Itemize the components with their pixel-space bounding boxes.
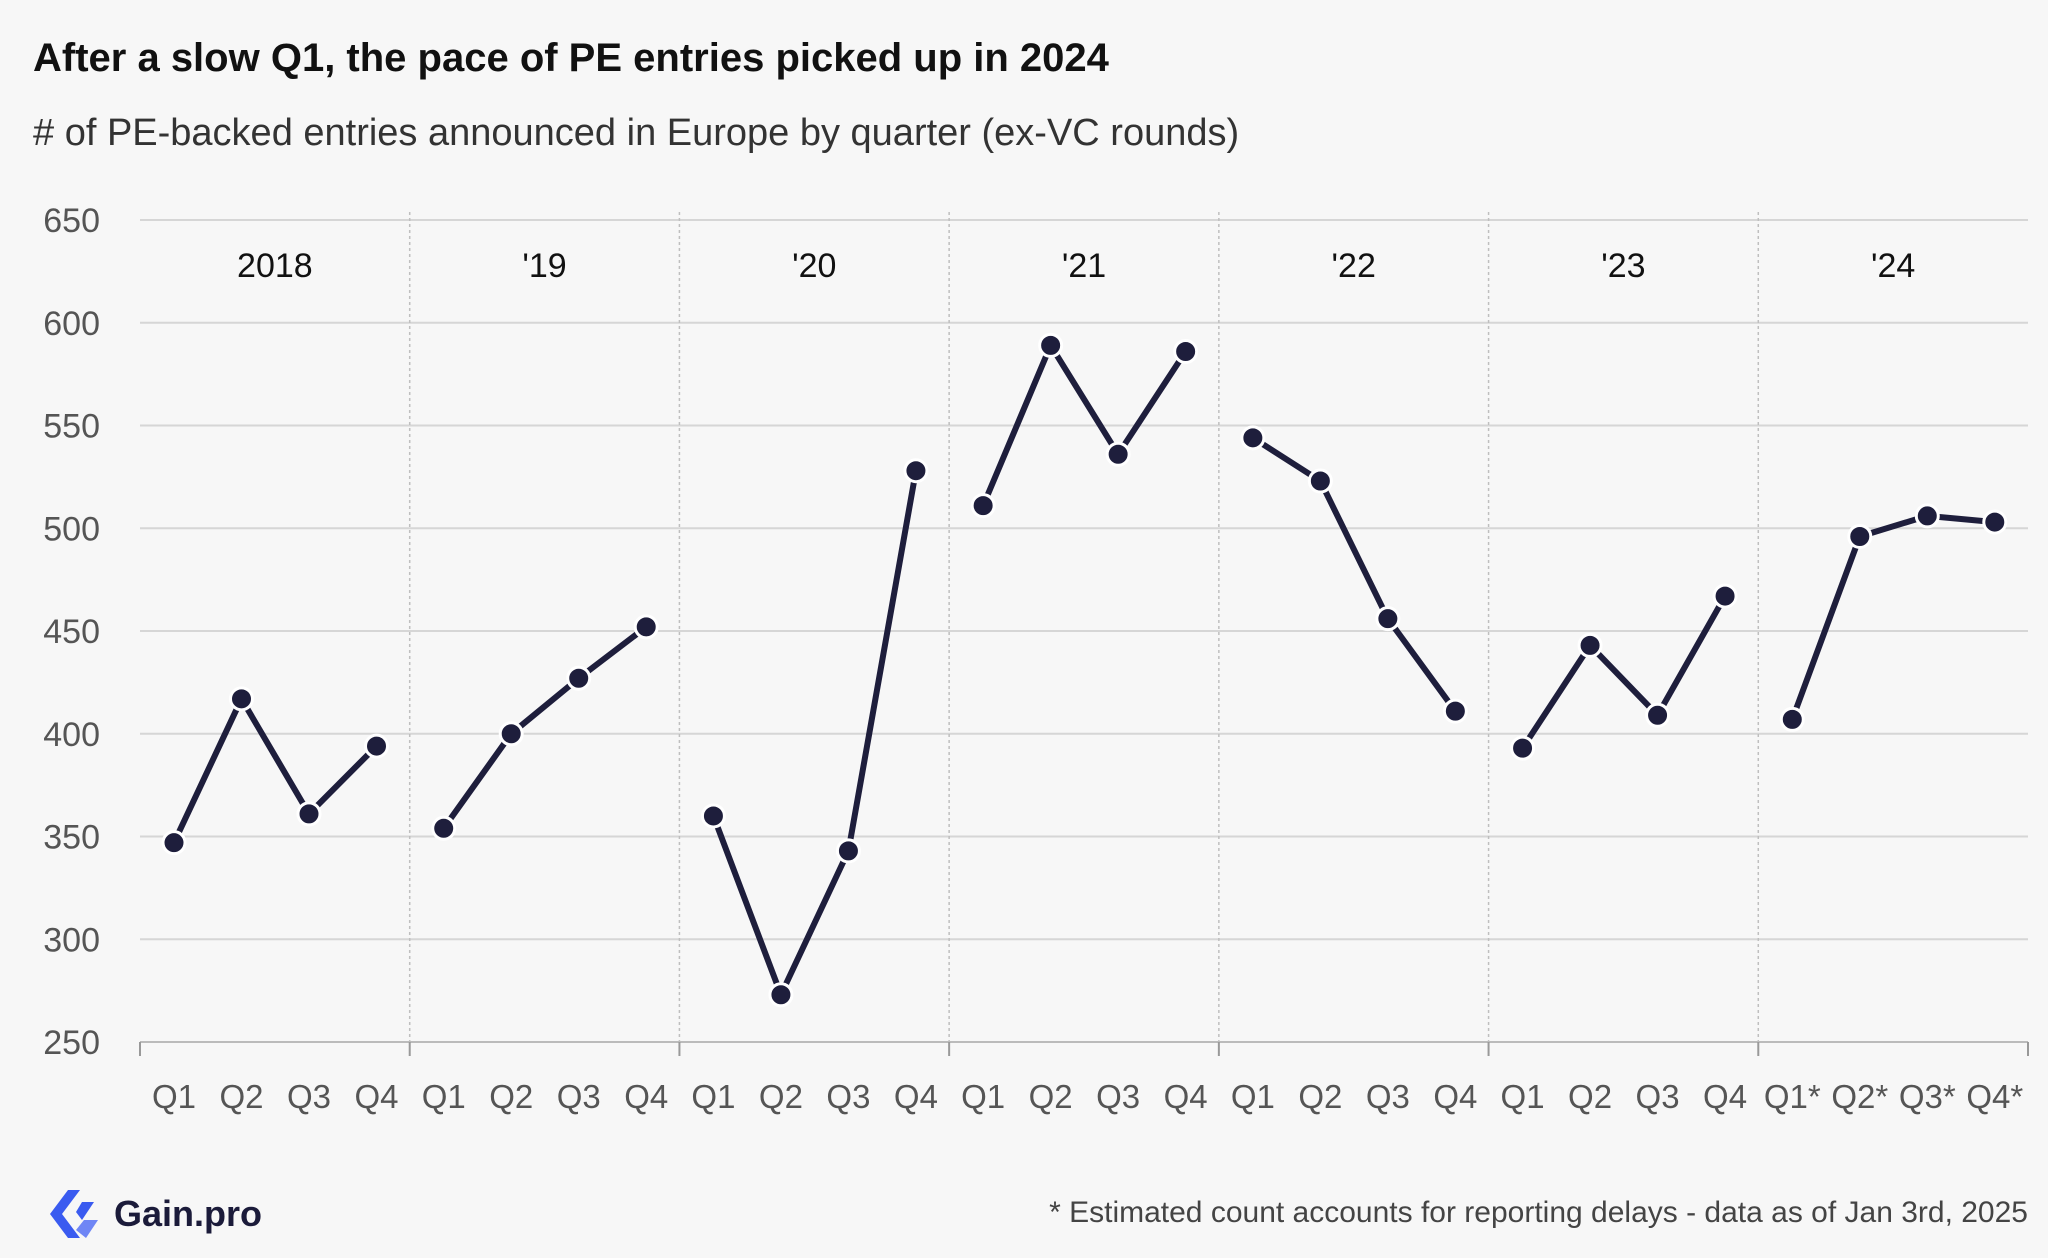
quarter-label: Q2: [1029, 1078, 1073, 1115]
quarter-label: Q1*: [1764, 1078, 1821, 1115]
y-tick-label: 650: [43, 202, 100, 240]
quarter-label: Q4: [624, 1078, 668, 1115]
data-point: [229, 686, 254, 712]
quarter-label: Q3: [287, 1078, 331, 1115]
data-point: [1712, 583, 1738, 609]
series-line: [980, 342, 1189, 509]
year-label: '24: [1871, 247, 1915, 285]
quarter-label: Q1: [961, 1078, 1005, 1115]
data-point: [1847, 523, 1873, 549]
y-tick-label: 400: [43, 716, 100, 754]
data-point: [498, 721, 524, 747]
quarter-label: Q2: [759, 1078, 803, 1115]
brand-logo: Gain.pro: [46, 1186, 262, 1242]
year-label: '20: [792, 247, 836, 285]
data-point: [1577, 632, 1603, 658]
quarter-label: Q3: [1366, 1078, 1410, 1115]
quarter-label: Q3: [557, 1078, 601, 1115]
year-label: 2018: [237, 247, 313, 285]
chart-title: After a slow Q1, the pace of PE entries …: [33, 36, 1109, 80]
year-label: '19: [522, 247, 566, 285]
data-point: [633, 614, 659, 640]
quarter-label: Q2: [219, 1078, 263, 1115]
line-chart: 250 300 350 400 450 500 550 600 650 2018 Q1 Q2 Q3 Q4 '…: [43, 202, 2029, 1115]
series-line: [1789, 512, 1998, 723]
quarter-label: Q2: [1568, 1078, 1612, 1115]
series-line: [440, 623, 650, 832]
data-point: [1105, 441, 1131, 467]
data-point: [1914, 503, 1940, 529]
quarter-label: Q4: [894, 1078, 938, 1115]
quarter-label: Q2: [489, 1078, 533, 1115]
y-tick-label: 600: [43, 305, 100, 343]
y-tick-label: 350: [43, 819, 100, 857]
y-tick-label: 550: [43, 408, 100, 446]
data-point: [1779, 706, 1805, 732]
data-point: [1442, 698, 1468, 724]
data-point: [1173, 339, 1199, 365]
data-point: [1307, 468, 1333, 494]
quarter-label: Q3*: [1899, 1078, 1956, 1115]
data-point: [1645, 702, 1671, 728]
y-tick-label: 250: [43, 1024, 100, 1062]
data-point: [1240, 425, 1266, 451]
data-point: [700, 803, 726, 829]
quarter-label: Q4: [1703, 1078, 1747, 1115]
data-point: [1375, 606, 1401, 632]
data-point: [161, 830, 187, 856]
gain-pro-logo-icon: [50, 1190, 98, 1238]
series-line: [1249, 434, 1459, 715]
data-point: [364, 733, 389, 759]
chart-subtitle: # of PE-backed entries announced in Euro…: [33, 112, 1240, 154]
footnote: * Estimated count accounts for reporting…: [1049, 1196, 2028, 1229]
brand-name: Gain.pro: [114, 1193, 263, 1234]
data-point: [835, 838, 861, 864]
year-label: '22: [1332, 247, 1376, 285]
data-point: [296, 801, 322, 827]
data-point: [1982, 509, 2008, 535]
quarter-label: Q1: [691, 1078, 735, 1115]
data-point: [970, 493, 996, 519]
data-point: [566, 665, 592, 691]
y-tick-label: 300: [43, 921, 100, 959]
quarter-label: Q1: [1501, 1078, 1545, 1115]
data-point: [903, 458, 929, 484]
data-point: [1038, 332, 1064, 358]
quarter-label: Q1: [152, 1078, 196, 1115]
quarter-label: Q4*: [1966, 1078, 2023, 1115]
y-tick-label: 450: [43, 613, 100, 651]
data-point: [431, 815, 457, 841]
quarter-label: Q4: [1164, 1078, 1208, 1115]
quarter-label: Q2: [1298, 1078, 1342, 1115]
quarter-label: Q3: [1096, 1078, 1140, 1115]
year-label: '21: [1062, 247, 1106, 285]
series-line: [1519, 593, 1729, 752]
data-point: [1510, 735, 1536, 761]
data-point: [768, 982, 794, 1008]
quarter-label: Q2*: [1831, 1078, 1888, 1115]
series-line: [171, 695, 380, 846]
year-label: '23: [1601, 247, 1645, 285]
quarter-label: Q3: [826, 1078, 870, 1115]
quarter-label: Q1: [1231, 1078, 1275, 1115]
series-line: [710, 467, 919, 998]
quarter-label: Q4: [354, 1078, 398, 1115]
quarter-label: Q3: [1636, 1078, 1680, 1115]
y-tick-label: 500: [43, 510, 100, 548]
quarter-label: Q1: [422, 1078, 466, 1115]
quarter-label: Q4: [1433, 1078, 1477, 1115]
